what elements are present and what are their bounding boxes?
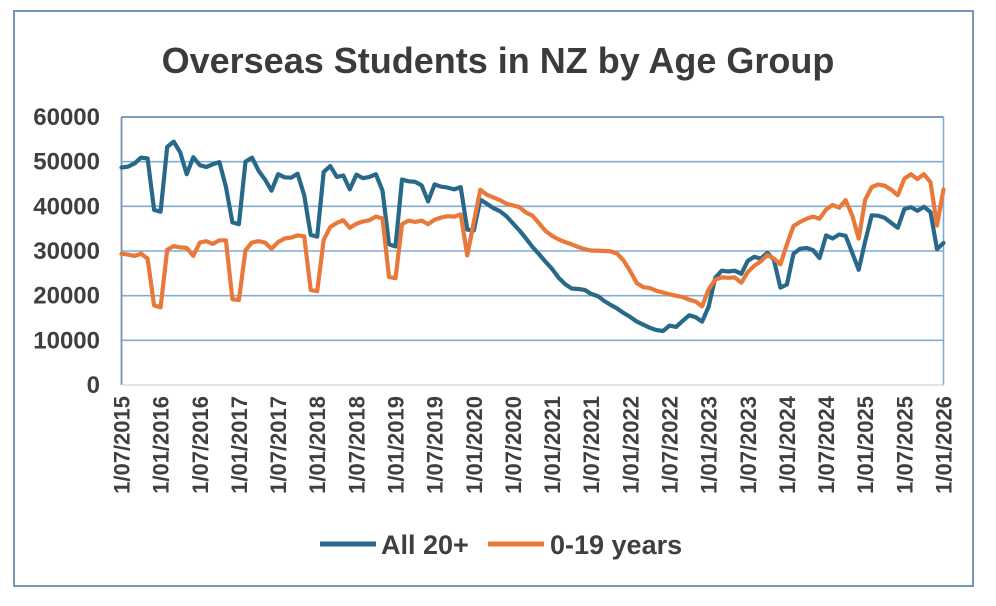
svg-text:1/01/2025: 1/01/2025 [853,396,878,494]
svg-text:1/07/2019: 1/07/2019 [423,396,448,494]
svg-text:1/07/2015: 1/07/2015 [110,396,135,494]
svg-text:10000: 10000 [33,327,100,354]
svg-text:1/01/2026: 1/01/2026 [932,396,957,494]
svg-text:All 20+: All 20+ [381,530,469,560]
svg-text:1/01/2024: 1/01/2024 [775,395,800,494]
svg-text:1/07/2023: 1/07/2023 [736,396,761,494]
svg-text:1/07/2016: 1/07/2016 [188,396,213,494]
svg-text:30000: 30000 [33,238,100,265]
svg-text:1/01/2023: 1/01/2023 [697,396,722,494]
svg-text:1/01/2022: 1/01/2022 [618,396,643,494]
svg-text:1/07/2020: 1/07/2020 [501,396,526,494]
svg-text:1/01/2016: 1/01/2016 [149,396,174,494]
svg-text:20000: 20000 [33,283,100,310]
svg-text:50000: 50000 [33,149,100,176]
svg-text:1/01/2019: 1/01/2019 [384,396,409,494]
svg-text:40000: 40000 [33,193,100,220]
svg-text:1/01/2021: 1/01/2021 [540,396,565,494]
svg-text:1/07/2025: 1/07/2025 [892,396,917,494]
svg-text:0-19 years: 0-19 years [550,530,682,560]
svg-text:1/07/2024: 1/07/2024 [814,395,839,494]
svg-text:1/07/2017: 1/07/2017 [266,396,291,494]
svg-text:1/07/2018: 1/07/2018 [344,396,369,494]
svg-text:1/01/2020: 1/01/2020 [462,396,487,494]
svg-text:1/01/2017: 1/01/2017 [227,396,252,494]
svg-text:1/07/2021: 1/07/2021 [579,396,604,494]
svg-text:0: 0 [87,372,100,399]
svg-text:1/07/2022: 1/07/2022 [658,396,683,494]
svg-text:60000: 60000 [33,104,100,131]
svg-text:1/01/2018: 1/01/2018 [305,396,330,494]
